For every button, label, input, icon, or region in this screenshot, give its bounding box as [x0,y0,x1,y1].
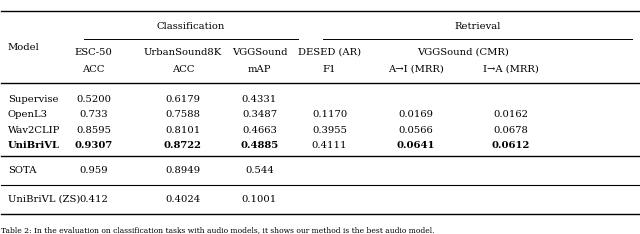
Text: 0.8101: 0.8101 [165,126,200,135]
Text: Table 2: In the evaluation on classification tasks with audio models, it shows o: Table 2: In the evaluation on classifica… [1,226,435,234]
Text: F1: F1 [323,65,336,74]
Text: I→A (MRR): I→A (MRR) [483,65,539,74]
Text: UniBriVL: UniBriVL [8,141,60,150]
Text: 0.1170: 0.1170 [312,110,347,119]
Text: UniBriVL (ZS): UniBriVL (ZS) [8,194,80,204]
Text: 0.3955: 0.3955 [312,126,347,135]
Text: 0.0566: 0.0566 [398,126,433,135]
Text: 0.412: 0.412 [79,194,108,204]
Text: 0.544: 0.544 [245,166,274,176]
Text: Classification: Classification [157,22,225,31]
Text: 0.0162: 0.0162 [493,110,529,119]
Text: Supervise: Supervise [8,95,58,103]
Text: OpenL3: OpenL3 [8,110,48,119]
Text: ACC: ACC [83,65,105,74]
Text: 0.8595: 0.8595 [76,126,111,135]
Text: 0.7588: 0.7588 [166,110,200,119]
Text: ACC: ACC [172,65,195,74]
Text: 0.959: 0.959 [79,166,108,176]
Text: 0.5200: 0.5200 [76,95,111,103]
Text: UrbanSound8K: UrbanSound8K [144,48,222,57]
Text: 0.8949: 0.8949 [165,166,200,176]
Text: Model: Model [8,43,40,52]
Text: 0.9307: 0.9307 [75,141,113,150]
Text: Wav2CLIP: Wav2CLIP [8,126,60,135]
Text: mAP: mAP [248,65,271,74]
Text: 0.4885: 0.4885 [241,141,278,150]
Text: 0.0169: 0.0169 [398,110,433,119]
Text: 0.4111: 0.4111 [312,141,348,150]
Text: Retrieval: Retrieval [454,22,501,31]
Text: 0.0641: 0.0641 [396,141,435,150]
Text: 0.1001: 0.1001 [242,194,277,204]
Text: 0.4331: 0.4331 [242,95,277,103]
Text: 0.8722: 0.8722 [164,141,202,150]
Text: 0.733: 0.733 [79,110,108,119]
Text: 0.0612: 0.0612 [492,141,531,150]
Text: DESED (AR): DESED (AR) [298,48,361,57]
Text: 0.0678: 0.0678 [493,126,529,135]
Text: VGGSound (CMR): VGGSound (CMR) [417,48,509,57]
Text: ESC-50: ESC-50 [75,48,113,57]
Text: 0.6179: 0.6179 [166,95,200,103]
Text: A→I (MRR): A→I (MRR) [388,65,444,74]
Text: 0.4663: 0.4663 [242,126,277,135]
Text: VGGSound: VGGSound [232,48,287,57]
Text: SOTA: SOTA [8,166,36,176]
Text: 0.4024: 0.4024 [165,194,200,204]
Text: 0.3487: 0.3487 [242,110,277,119]
